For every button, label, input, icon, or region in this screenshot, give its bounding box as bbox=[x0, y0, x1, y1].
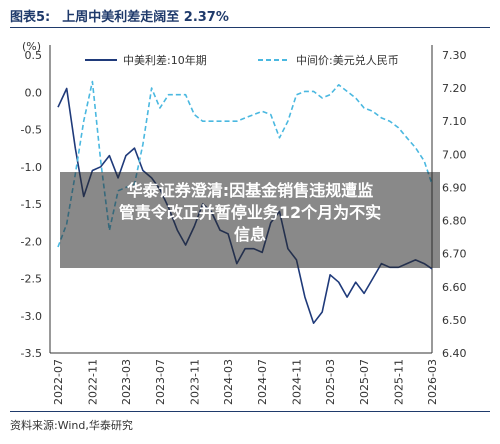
overlay-line-1: 华泰证券澄清:因基金销售违规遭监 bbox=[126, 181, 374, 200]
x-tick-label: 2022-11 bbox=[86, 359, 99, 405]
y-right-tick-label: 6.70 bbox=[442, 248, 467, 261]
x-tick-label: 2025-03 bbox=[324, 359, 337, 405]
x-tick-label: 2025-07 bbox=[358, 359, 371, 405]
y-right-tick-label: 7.20 bbox=[442, 82, 467, 95]
x-tick-label: 2023-03 bbox=[120, 359, 133, 405]
y-right-tick-label: 7.10 bbox=[442, 115, 467, 128]
y-left-tick-label: -2.5 bbox=[21, 273, 42, 286]
source-note: 资料来源:Wind,华泰研究 bbox=[10, 419, 133, 432]
title-divider bbox=[10, 27, 490, 28]
legend: 中美利差:10年期 中间价:美元兑人民币 bbox=[85, 53, 399, 67]
x-tick-label: 2026-03 bbox=[426, 359, 439, 405]
figure-label: 图表5: bbox=[10, 10, 51, 25]
y-right-tick-label: 6.90 bbox=[442, 181, 467, 194]
y-left-tick-label: -1.0 bbox=[21, 161, 42, 174]
figure-title: 上周中美利差走阔至 2.37% bbox=[62, 10, 229, 25]
right-axis: 7.30 7.20 7.10 7.00 6.90 6.80 6.70 6.60 6.50 6.40 bbox=[431, 45, 467, 360]
y-left-tick-label: -3.5 bbox=[21, 347, 42, 360]
x-tick-label: 2025-11 bbox=[392, 359, 405, 405]
y-right-tick-label: 7.00 bbox=[442, 148, 467, 161]
y-right-tick-label: 6.80 bbox=[442, 215, 467, 228]
overlay-line-3: 信息 bbox=[233, 225, 266, 244]
y-left-tick-label: 0.0 bbox=[25, 86, 43, 99]
y-right-tick-label: 7.30 bbox=[442, 49, 467, 62]
y-right-tick-label: 6.50 bbox=[442, 314, 467, 327]
x-tick-label: 2023-11 bbox=[188, 359, 201, 405]
left-axis: 0.5 0.0 -0.5 -1.0 -1.5 -2.0 -2.5 -3.0 -3.5 bbox=[21, 45, 51, 360]
y-left-tick-label: -0.5 bbox=[21, 124, 42, 137]
y-unit-label: (%) bbox=[22, 40, 41, 53]
y-left-tick-label: -1.5 bbox=[21, 198, 42, 211]
source-divider bbox=[10, 411, 490, 412]
x-tick-label: 2022-07 bbox=[52, 359, 65, 405]
y-left-tick-label: 0.5 bbox=[25, 49, 43, 62]
x-tick-label: 2024-11 bbox=[291, 359, 304, 405]
y-right-tick-label: 6.60 bbox=[442, 281, 467, 294]
y-left-tick-label: -2.0 bbox=[21, 235, 42, 248]
legend-label: 中间价:美元兑人民币 bbox=[296, 53, 399, 67]
legend-label: 中美利差:10年期 bbox=[123, 53, 207, 67]
chart-title: 图表5: 上周中美利差走阔至 2.37% bbox=[10, 6, 229, 25]
overlay-line-2: 管责令改正并暂停业务12个月为不实 bbox=[118, 203, 382, 222]
x-tick-label: 2024-03 bbox=[222, 359, 235, 405]
x-tick-label: 2024-07 bbox=[256, 359, 269, 405]
x-axis: 2022-07 2022-11 2023-03 2023-07 2023-11 2024-… bbox=[50, 352, 439, 405]
chart-area: 0.50.0-0.5-1.0-1.5-2.0-2.5-3.0-3.5 7.307… bbox=[21, 40, 467, 405]
news-overlay-banner: 华泰证券澄清:因基金销售违规遭监 管责令改正并暂停业务12个月为不实 信息 bbox=[60, 172, 440, 268]
y-right-tick-label: 6.40 bbox=[442, 347, 467, 360]
y-left-tick-label: -3.0 bbox=[21, 310, 42, 323]
x-tick-label: 2023-07 bbox=[154, 359, 167, 405]
